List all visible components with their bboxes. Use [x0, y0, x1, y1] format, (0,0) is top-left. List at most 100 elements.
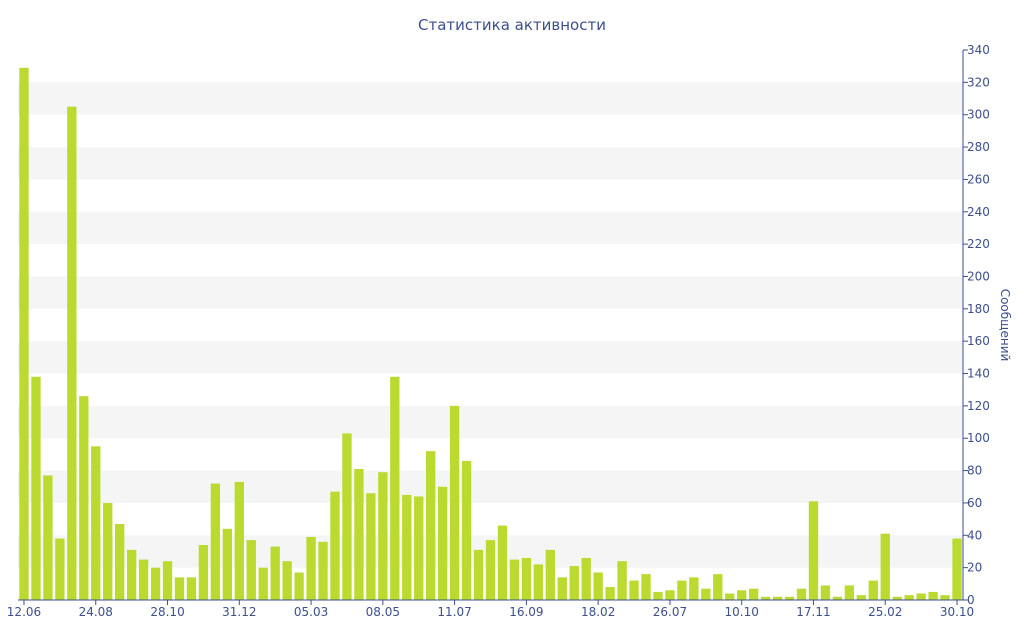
bar[interactable]	[91, 446, 101, 600]
bar[interactable]	[67, 106, 77, 600]
bar[interactable]	[581, 557, 591, 600]
bar[interactable]	[808, 501, 819, 600]
bar[interactable]	[437, 486, 448, 600]
bar[interactable]	[402, 494, 412, 600]
y-tick-label: 180	[967, 302, 990, 316]
bar[interactable]	[653, 591, 663, 600]
grid-band	[18, 82, 963, 115]
bar[interactable]	[784, 596, 795, 600]
bar[interactable]	[928, 591, 938, 600]
bar[interactable]	[689, 577, 699, 600]
bar[interactable]	[414, 496, 424, 600]
bar[interactable]	[115, 523, 125, 600]
bar[interactable]	[904, 595, 914, 600]
bar[interactable]	[246, 540, 256, 600]
bar[interactable]	[306, 536, 316, 600]
bar[interactable]	[725, 593, 735, 600]
x-tick-label: 28.10	[150, 605, 184, 619]
bar[interactable]	[593, 572, 603, 601]
bar[interactable]	[665, 590, 675, 600]
grid-band	[18, 341, 963, 374]
y-tick-label: 80	[967, 464, 982, 478]
bar[interactable]	[31, 376, 41, 600]
y-tick-label: 320	[967, 75, 990, 89]
bar[interactable]	[222, 528, 233, 600]
bar[interactable]	[701, 588, 711, 600]
bar[interactable]	[461, 460, 472, 600]
bar[interactable]	[557, 577, 567, 600]
bar[interactable]	[354, 468, 364, 600]
bar[interactable]	[868, 580, 878, 600]
y-axis: 0 20 40 60 80 100 120 140 160 180 200 220 240 260 280 3…	[962, 43, 990, 607]
bar[interactable]	[796, 588, 807, 600]
y-tick-label: 40	[967, 528, 982, 542]
bar[interactable]	[126, 549, 137, 600]
bar[interactable]	[449, 405, 460, 600]
bar[interactable]	[270, 546, 280, 600]
bar[interactable]	[258, 567, 268, 600]
y-tick-label: 20	[967, 561, 982, 575]
bar[interactable]	[390, 376, 400, 600]
bar[interactable]	[162, 561, 173, 600]
bar[interactable]	[641, 574, 651, 600]
chart-title: Статистика активности	[418, 16, 606, 34]
bar[interactable]	[19, 67, 29, 600]
bar[interactable]	[772, 596, 783, 600]
bar[interactable]	[55, 538, 65, 600]
bar[interactable]	[940, 595, 950, 600]
x-tick-label: 16.09	[509, 605, 543, 619]
bar[interactable]	[174, 577, 185, 600]
bar[interactable]	[485, 540, 496, 600]
bar[interactable]	[713, 574, 723, 600]
bar[interactable]	[521, 557, 532, 600]
bar[interactable]	[569, 566, 579, 600]
bar[interactable]	[844, 585, 855, 600]
bar[interactable]	[198, 545, 209, 600]
bar[interactable]	[342, 433, 352, 600]
x-tick-label: 05.03	[294, 605, 328, 619]
y-tick-label: 300	[967, 108, 990, 122]
bar[interactable]	[545, 549, 555, 600]
bar[interactable]	[43, 475, 53, 600]
bar[interactable]	[760, 596, 771, 600]
bar[interactable]	[820, 585, 831, 600]
x-tick-label: 18.02	[581, 605, 615, 619]
bar[interactable]	[150, 567, 161, 600]
bar[interactable]	[880, 533, 890, 600]
bar[interactable]	[426, 451, 436, 600]
bar[interactable]	[473, 549, 484, 600]
bar[interactable]	[294, 572, 304, 601]
y-tick-label: 340	[967, 43, 990, 57]
bar[interactable]	[832, 596, 843, 600]
bar[interactable]	[103, 502, 113, 600]
y-tick-label: 240	[967, 205, 990, 219]
bar[interactable]	[952, 538, 962, 600]
bar[interactable]	[856, 595, 866, 600]
bar[interactable]	[892, 596, 902, 600]
bar[interactable]	[138, 559, 149, 600]
bar[interactable]	[629, 580, 639, 600]
bar[interactable]	[79, 396, 89, 600]
bar[interactable]	[210, 483, 221, 600]
bar[interactable]	[234, 481, 244, 600]
bar[interactable]	[617, 561, 627, 600]
x-axis: 12.06 24.08 28.10 31.12 05.03 08.05 11.07 16.09…	[7, 599, 974, 619]
x-tick-label: 11.07	[437, 605, 471, 619]
bar[interactable]	[186, 577, 197, 600]
bar[interactable]	[737, 590, 747, 600]
bar[interactable]	[748, 588, 759, 600]
x-tick-label: 25.02	[868, 605, 902, 619]
bar[interactable]	[366, 493, 376, 600]
bar[interactable]	[318, 541, 328, 600]
bar[interactable]	[497, 525, 508, 600]
bar[interactable]	[677, 580, 687, 600]
bar[interactable]	[509, 559, 520, 600]
bar[interactable]	[282, 561, 292, 600]
y-tick-label: 100	[967, 431, 990, 445]
bar[interactable]	[916, 593, 926, 600]
bar[interactable]	[605, 587, 615, 600]
bar[interactable]	[378, 472, 388, 600]
bar[interactable]	[533, 564, 544, 600]
y-tick-label: 260	[967, 172, 990, 186]
bar[interactable]	[330, 491, 340, 600]
